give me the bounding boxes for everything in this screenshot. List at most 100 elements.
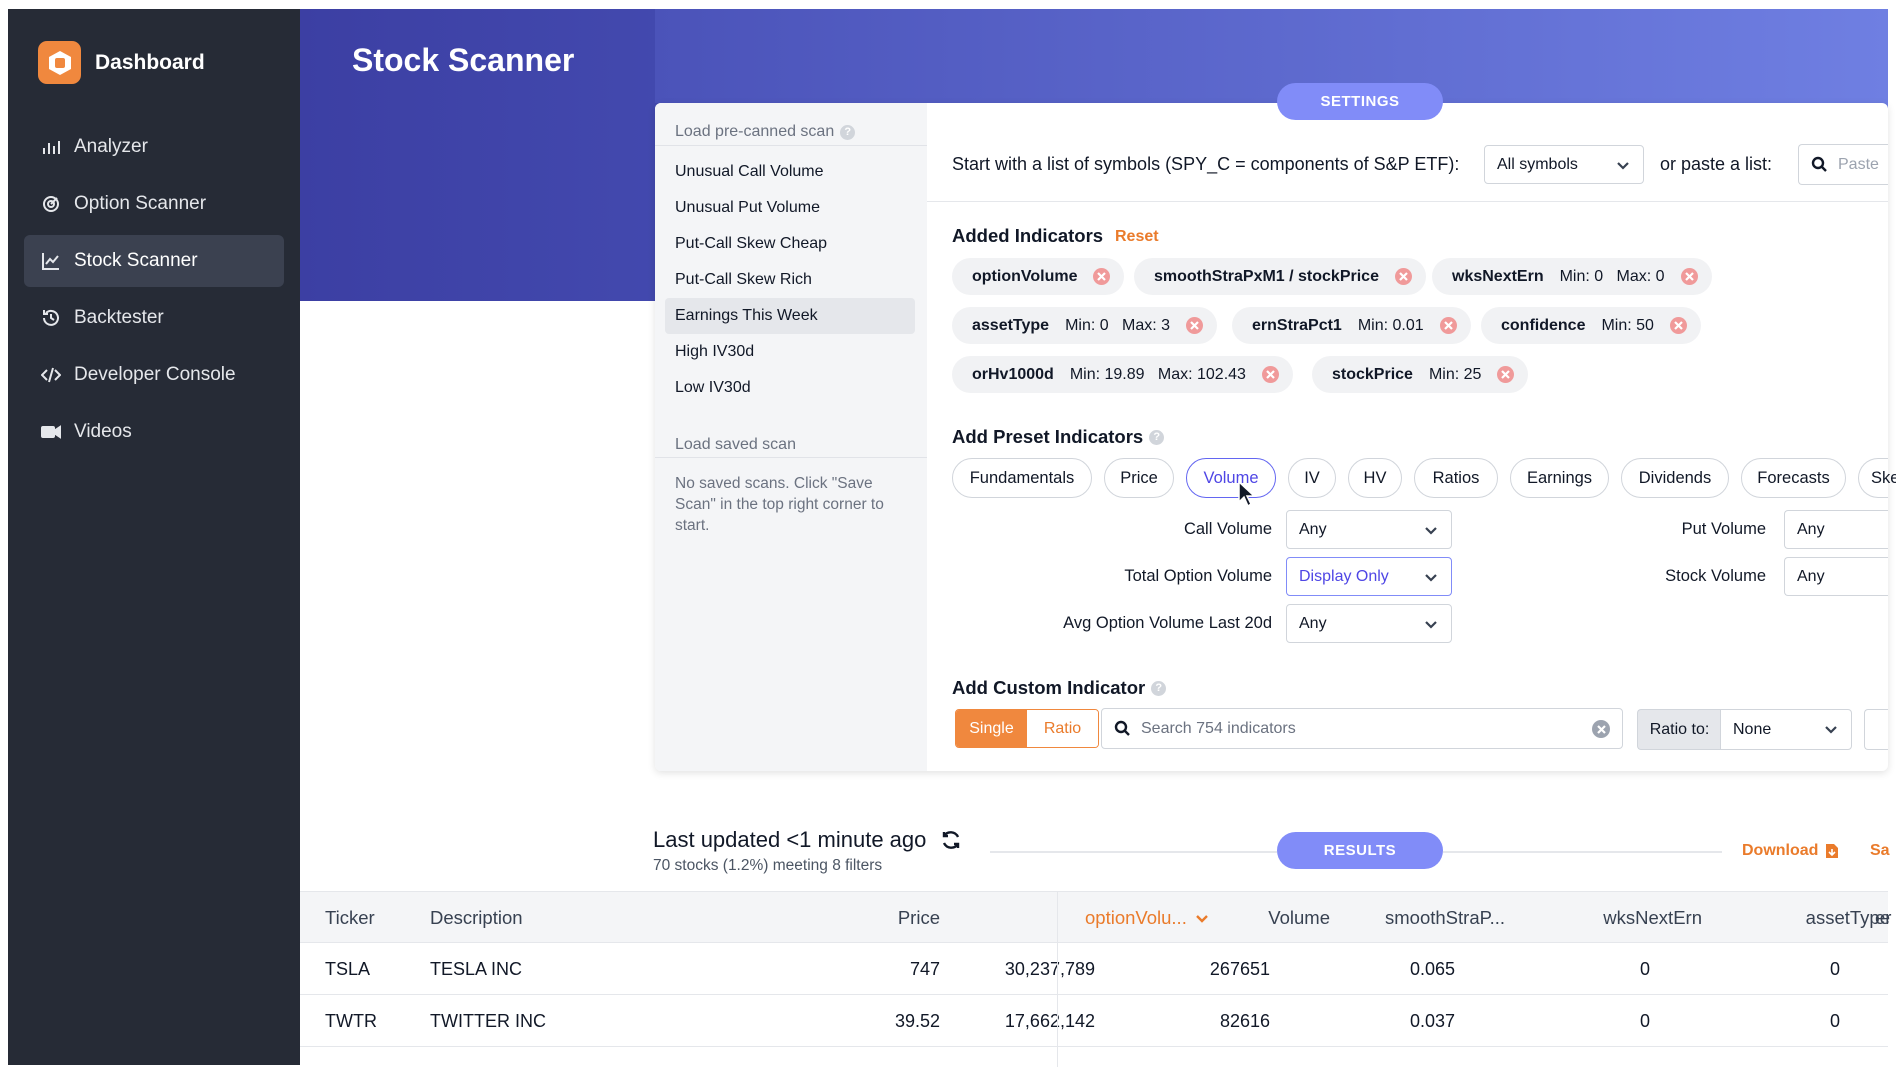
stock-volume-value: Any (1797, 567, 1825, 585)
symbols-select[interactable]: All symbols (1484, 145, 1644, 184)
preset-tab-skew[interactable]: Ske (1858, 458, 1896, 498)
cell-description: TESLA INC (430, 958, 523, 979)
settings-tab[interactable]: SETTINGS (1277, 83, 1443, 120)
chip-name: stockPrice (1332, 365, 1413, 383)
download-button[interactable]: Download (1742, 842, 1839, 860)
chip-name: orHv1000d (972, 365, 1054, 383)
sidebar-item-videos[interactable]: Videos (24, 406, 284, 458)
column-header-wksnextern[interactable]: wksNextErn (1603, 907, 1702, 928)
preset-tab-volume[interactable]: Volume (1186, 458, 1276, 498)
column-header-volume[interactable]: Volume (1268, 907, 1330, 928)
put-volume-value: Any (1797, 520, 1825, 538)
column-header-ticker[interactable]: Ticker (325, 907, 375, 928)
chip-name: optionVolume (972, 267, 1078, 285)
code-icon (40, 364, 62, 386)
column-header-assettype[interactable]: assetType (1805, 907, 1890, 928)
preset-tab-dividends[interactable]: Dividends (1621, 458, 1729, 498)
call-volume-label: Call Volume (1183, 520, 1272, 538)
cell-price: 39.52 (894, 1010, 940, 1031)
last-updated: Last updated <1 minute ago (653, 827, 962, 853)
cell-description: TWITTER INC (430, 1010, 546, 1031)
chip-range: Min: 25 (1428, 365, 1482, 383)
scan-item-unusual-call-volume[interactable]: Unusual Call Volume (675, 163, 824, 180)
sidebar-item-analyzer[interactable]: Analyzer (24, 121, 284, 173)
scan-item-unusual-put-volume[interactable]: Unusual Put Volume (675, 199, 820, 216)
remove-icon[interactable] (1261, 366, 1279, 383)
scan-item-high-iv30d[interactable]: High IV30d (675, 343, 755, 360)
clear-icon[interactable] (1592, 720, 1610, 738)
scan-panel: Load pre-canned scan ? Unusual Call Volu… (655, 103, 927, 771)
results-table: Ticker Description Price Volume optionVo… (300, 891, 1892, 1067)
column-header-price[interactable]: Price (897, 907, 940, 928)
preset-tab-hv[interactable]: HV (1348, 458, 1402, 498)
remove-icon[interactable] (1680, 268, 1698, 285)
remove-icon[interactable] (1394, 268, 1412, 285)
reset-link[interactable]: Reset (1115, 228, 1159, 245)
single-toggle-button[interactable]: Single (956, 710, 1027, 747)
cell-assettype: 0 (1829, 1010, 1840, 1031)
scan-item-low-iv30d[interactable]: Low IV30d (675, 379, 751, 396)
scan-item-put-call-skew-rich[interactable]: Put-Call Skew Rich (675, 271, 812, 288)
stock-volume-select[interactable]: Any (1784, 557, 1888, 596)
chip-range: Min: 0 Max: 0 (1559, 267, 1665, 285)
preset-tab-ratios[interactable]: Ratios (1414, 458, 1498, 498)
help-icon[interactable]: ? (1149, 429, 1165, 445)
sidebar-item-developer-console[interactable]: Developer Console (24, 349, 284, 401)
help-icon[interactable]: ? (1151, 680, 1167, 696)
chevron-down-icon (1615, 157, 1631, 173)
remove-icon[interactable] (1093, 268, 1111, 285)
divider (655, 457, 927, 458)
paste-list-input[interactable]: Paste (1798, 144, 1888, 185)
scan-item-put-call-skew-cheap[interactable]: Put-Call Skew Cheap (675, 235, 828, 252)
symbols-select-value: All symbols (1497, 155, 1578, 173)
cell-volume: 17,662,142 (1004, 1010, 1095, 1031)
remove-icon[interactable] (1669, 317, 1687, 334)
put-volume-select[interactable]: Any (1784, 510, 1888, 549)
preset-tab-fundamentals[interactable]: Fundamentals (952, 458, 1092, 498)
sidebar-item-label: Option Scanner (74, 193, 207, 214)
table-row[interactable]: TWTR TWITTER INC 39.52 17,662,142 82616 … (300, 995, 1888, 1047)
table-row[interactable]: TSLA TESLA INC 747 30,237,789 267651 0.0… (300, 943, 1888, 995)
remove-icon[interactable] (1497, 366, 1515, 383)
sidebar-item-backtester[interactable]: Backtester (24, 292, 284, 344)
sidebar-item-stock-scanner[interactable]: Stock Scanner (24, 235, 284, 287)
sidebar-item-label: Videos (74, 421, 132, 442)
column-header-partial[interactable]: er (1875, 907, 1892, 928)
refresh-icon[interactable] (940, 829, 962, 851)
call-volume-select[interactable]: Any (1286, 510, 1452, 549)
preset-tab-earnings[interactable]: Earnings (1510, 458, 1609, 498)
paste-list-placeholder: Paste (1838, 155, 1879, 173)
results-tab[interactable]: RESULTS (1277, 832, 1443, 869)
sidebar-item-option-scanner[interactable]: Option Scanner (24, 178, 284, 230)
divider (990, 851, 1277, 853)
avg-option-volume-value: Any (1299, 614, 1327, 632)
preset-tab-price[interactable]: Price (1104, 458, 1174, 498)
header-banner-extension (655, 9, 1888, 103)
added-indicators-label: Added Indicators (952, 225, 1104, 246)
radar-icon (40, 193, 62, 215)
avg-option-volume-select[interactable]: Any (1286, 604, 1452, 643)
save-scan-button[interactable]: Sa (1870, 842, 1890, 860)
ratio-toggle-button[interactable]: Ratio (1027, 710, 1098, 747)
ratio-to-select[interactable]: None (1720, 709, 1852, 750)
add-indicator-button[interactable] (1864, 709, 1888, 750)
results-stats: 70 stocks (1.2%) meeting 8 filters (653, 857, 883, 874)
remove-icon[interactable] (1186, 317, 1203, 334)
brand[interactable]: Dashboard (38, 41, 205, 84)
preset-tab-iv[interactable]: IV (1288, 458, 1336, 498)
remove-icon[interactable] (1439, 317, 1457, 334)
help-icon[interactable]: ? (840, 124, 856, 140)
search-icon (1114, 720, 1130, 736)
column-header-optionvolume[interactable]: optionVolu... (1085, 892, 1209, 944)
column-header-label: optionVolu... (1085, 907, 1187, 928)
column-header-smoothstrap[interactable]: smoothStraP... (1385, 907, 1505, 928)
history-icon (40, 307, 62, 329)
total-option-volume-select[interactable]: Display Only (1286, 557, 1452, 596)
column-header-description[interactable]: Description (430, 907, 523, 928)
indicator-search-placeholder: Search 754 indicators (1141, 719, 1296, 737)
logo-icon (38, 41, 81, 84)
scan-item-earnings-this-week[interactable]: Earnings This Week (665, 298, 915, 334)
indicator-search-input[interactable]: Search 754 indicators (1101, 708, 1623, 749)
preset-tab-forecasts[interactable]: Forecasts (1741, 458, 1846, 498)
chip-name: ernStraPct1 (1252, 316, 1342, 334)
